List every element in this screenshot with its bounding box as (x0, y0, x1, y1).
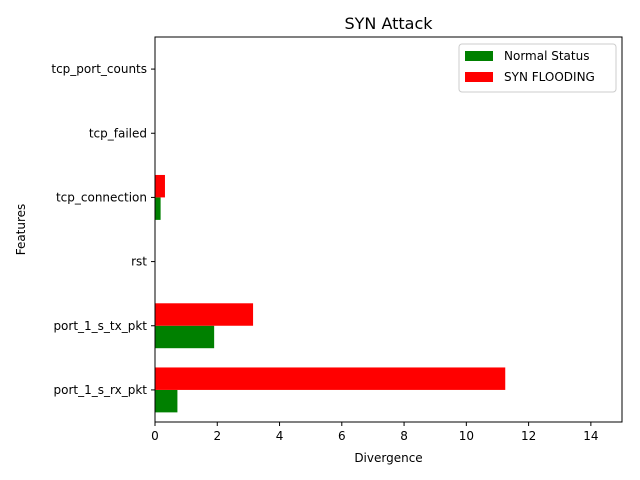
bars-group (155, 174, 506, 413)
x-axis-label: Divergence (354, 451, 422, 465)
y-tick-label-tcp-failed: tcp_failed (89, 126, 147, 140)
legend: Normal Status SYN FLOODING (458, 43, 617, 93)
x-tick-label: 8 (400, 429, 408, 443)
y-tick-label-tcp-port-counts: tcp_port_counts (51, 62, 147, 76)
x-tick-label: 4 (276, 429, 284, 443)
x-tick-label: 12 (521, 429, 536, 443)
legend-box (458, 43, 617, 93)
x-tick-label: 14 (583, 429, 598, 443)
axes-frame (154, 36, 623, 423)
bar-syn-flooding-tcp-connection (155, 174, 165, 198)
y-tick-label-tcp-connection: tcp_connection (56, 190, 147, 204)
bar-normal-status-port-1-s-rx-pkt (155, 389, 178, 413)
legend-swatch-syn-flooding (465, 72, 493, 82)
legend-label-normal-status: Normal Status (504, 49, 589, 63)
bar-normal-status-tcp-connection (155, 197, 161, 220)
y-ticks: port_1_s_rx_pkt port_1_s_tx_pkt rst tcp_con… (51, 62, 155, 397)
x-tick-label: 2 (213, 429, 221, 443)
bar-syn-flooding-port-1-s-rx-pkt (155, 367, 506, 390)
y-axis-label: Features (14, 204, 28, 256)
legend-swatch-normal-status (465, 51, 493, 61)
legend-label-syn-flooding: SYN FLOODING (504, 70, 595, 84)
chart-title: SYN Attack (344, 14, 433, 33)
bar-syn-flooding-port-1-s-tx-pkt (155, 303, 254, 326)
x-tick-label: 10 (459, 429, 474, 443)
y-tick-label-port-1-s-rx-pkt: port_1_s_rx_pkt (54, 383, 148, 397)
x-tick-label: 0 (151, 429, 159, 443)
x-ticks: 0 2 4 6 8 10 12 14 (151, 422, 599, 443)
bar-normal-status-port-1-s-tx-pkt (155, 325, 215, 349)
y-tick-label-rst: rst (131, 255, 147, 269)
x-tick-label: 6 (338, 429, 346, 443)
y-tick-label-port-1-s-tx-pkt: port_1_s_tx_pkt (53, 319, 147, 333)
